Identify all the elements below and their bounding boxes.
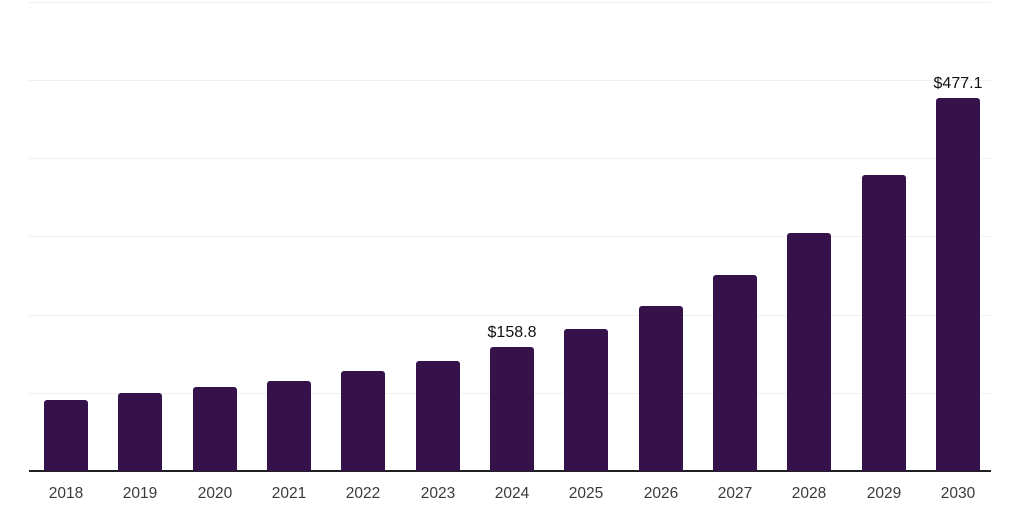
bar-2024 xyxy=(490,347,534,471)
bar-2023 xyxy=(416,361,460,471)
data-label-2030: $477.1 xyxy=(933,75,983,92)
gridline-300 xyxy=(29,236,991,237)
bar-2030 xyxy=(936,98,980,471)
x-tick-label-2020: 2020 xyxy=(197,485,233,502)
bar-2021 xyxy=(267,381,311,471)
bar-2025 xyxy=(564,329,608,471)
bar-2020 xyxy=(193,387,237,471)
x-tick-label-2019: 2019 xyxy=(122,485,158,502)
bar-2019 xyxy=(118,393,162,471)
bar-2029 xyxy=(862,175,906,471)
gridline-400 xyxy=(29,158,991,159)
bar-2027 xyxy=(713,275,757,471)
x-tick-label-2030: 2030 xyxy=(940,485,976,502)
x-tick-label-2027: 2027 xyxy=(717,485,753,502)
x-tick-label-2029: 2029 xyxy=(866,485,902,502)
gridline-600 xyxy=(29,2,991,3)
bar-2018 xyxy=(44,400,88,471)
x-tick-label-2018: 2018 xyxy=(48,485,84,502)
x-tick-label-2024: 2024 xyxy=(494,485,530,502)
x-tick-label-2028: 2028 xyxy=(791,485,827,502)
x-tick-label-2023: 2023 xyxy=(420,485,456,502)
data-label-2024: $158.8 xyxy=(487,324,537,341)
x-tick-label-2025: 2025 xyxy=(568,485,604,502)
x-tick-label-2026: 2026 xyxy=(643,485,679,502)
bar-2028 xyxy=(787,233,831,471)
gridline-200 xyxy=(29,315,991,316)
x-tick-label-2021: 2021 xyxy=(271,485,307,502)
bar-2022 xyxy=(341,371,385,471)
gridline-500 xyxy=(29,80,991,81)
x-axis-line xyxy=(29,470,991,472)
bar-2026 xyxy=(639,306,683,471)
x-tick-label-2022: 2022 xyxy=(345,485,381,502)
